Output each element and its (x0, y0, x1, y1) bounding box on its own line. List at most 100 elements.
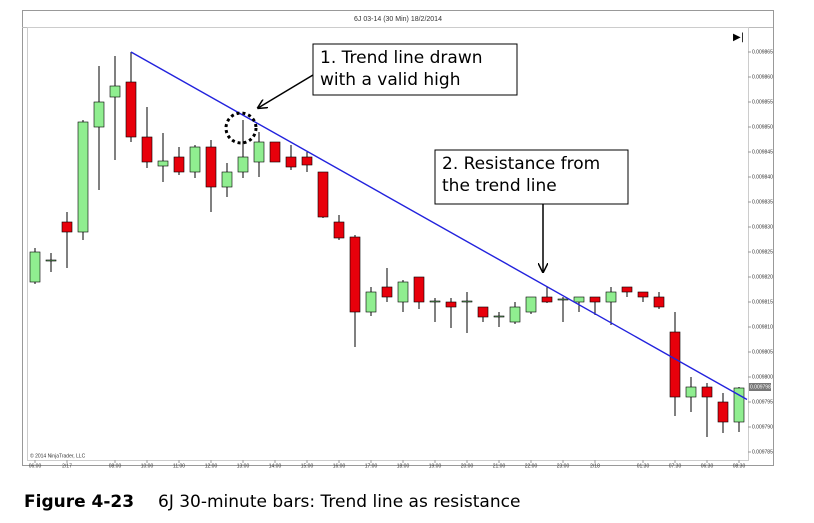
candle-body (205, 146, 217, 188)
x-tick-label: 20:00 (461, 463, 474, 469)
y-tick-label: 0.009785 (752, 449, 773, 455)
candle-body (477, 306, 489, 318)
candle-body (589, 296, 601, 303)
chart-title: 6J 03-14 (30 Min) 18/2/2014 (354, 16, 442, 23)
x-tick-label: 17:00 (365, 463, 378, 469)
candle-body (557, 298, 569, 301)
candle-body (365, 291, 377, 313)
annotation-text: 1. Trend line drawn (320, 48, 483, 68)
candle-body (253, 141, 265, 163)
candle-body (717, 401, 729, 423)
candle-body (381, 286, 393, 298)
candle-body (605, 291, 617, 303)
y-tick-label: 0.009810 (752, 324, 773, 330)
x-tick-label: 11:00 (173, 463, 185, 469)
candle-body (397, 281, 409, 303)
caption-label: Figure 4-23 (24, 492, 134, 512)
candle-body (109, 85, 121, 98)
candle-body (125, 81, 137, 138)
candle-body (61, 221, 73, 233)
candle-body (333, 221, 345, 239)
y-tick-label: 0.009850 (752, 124, 773, 130)
y-tick-label: 0.009830 (752, 224, 773, 230)
candle-body (29, 251, 41, 283)
y-tick-label: 0.009860 (752, 74, 773, 80)
candle-body (77, 121, 89, 233)
trend-line (130, 51, 748, 401)
candle-body (141, 136, 153, 163)
candle-body (733, 387, 745, 423)
x-tick-label: 15:00 (301, 463, 314, 469)
candle-body (509, 306, 521, 323)
candle-body (637, 291, 649, 298)
y-tick-label: 0.009805 (752, 349, 773, 355)
candle-body (269, 141, 281, 163)
plot-frame (27, 27, 749, 461)
x-tick-label: 08:30 (733, 463, 746, 469)
candle-body (445, 301, 457, 308)
x-tick-label: 06:30 (701, 463, 714, 469)
candle-body (237, 156, 249, 173)
candle-body (317, 171, 329, 218)
annotation-box (434, 149, 629, 205)
annotation-arrow (258, 74, 314, 108)
caption-text: 6J 30-minute bars: Trend line as resista… (158, 492, 520, 512)
x-tick-label: 08:00 (109, 463, 122, 469)
last-price-label: 0.009798 (750, 384, 771, 390)
x-tick-label: 12:00 (205, 463, 218, 469)
candle-body (429, 300, 441, 303)
candle-body (349, 236, 361, 313)
y-tick-label: 0.009840 (752, 174, 773, 180)
x-tick-label: 14:00 (269, 463, 282, 469)
candle-body (669, 331, 681, 398)
x-tick-label: 22:00 (525, 463, 538, 469)
candle-body (301, 156, 313, 166)
candle-body (45, 259, 57, 262)
scroll-end-icon[interactable]: ▶| (733, 32, 744, 43)
y-tick-label: 0.009835 (752, 199, 773, 205)
candle-body (413, 276, 425, 303)
y-tick-label: 0.009845 (752, 149, 773, 155)
copyright: © 2014 NinjaTrader, LLC (30, 452, 86, 459)
candle-body (653, 296, 665, 308)
candle-body (93, 101, 105, 128)
candle-body (573, 296, 585, 303)
annotation-text: 2. Resistance from (442, 154, 600, 174)
x-tick-label: 01:30 (637, 463, 650, 469)
x-tick-label: 2/18 (590, 463, 600, 469)
y-tick-label: 0.009800 (752, 374, 773, 380)
x-tick-label: 13:00 (237, 463, 250, 469)
candle-body (285, 156, 297, 168)
candle-body (173, 156, 185, 173)
highlight-circle (224, 111, 258, 145)
candle-body (701, 386, 713, 398)
x-tick-label: 16:00 (333, 463, 346, 469)
x-tick-label: 2/17 (62, 463, 72, 469)
x-tick-label: 19:00 (429, 463, 442, 469)
y-tick-label: 0.009795 (752, 399, 773, 405)
x-tick-label: 21:00 (493, 463, 506, 469)
x-tick-label: 07:30 (669, 463, 682, 469)
y-tick-label: 0.009815 (752, 299, 773, 305)
candle-body (221, 171, 233, 188)
x-tick-label: 10:00 (141, 463, 154, 469)
y-tick-label: 0.009855 (752, 99, 773, 105)
candle-body (685, 386, 697, 398)
y-tick-label: 0.009790 (752, 424, 773, 430)
candle-body (493, 315, 505, 318)
annotation-box (312, 43, 518, 96)
annotation-text: the trend line (442, 176, 557, 196)
y-tick-label: 0.009865 (752, 49, 773, 55)
x-tick-label: 23:00 (557, 463, 570, 469)
candle-body (157, 160, 169, 167)
last-price-box (749, 383, 771, 391)
y-tick-label: 0.009825 (752, 249, 773, 255)
x-tick-label: 18:00 (397, 463, 410, 469)
annotation-text: with a valid high (320, 70, 460, 90)
candle-body (525, 296, 537, 313)
y-tick-label: 0.009820 (752, 274, 773, 280)
candle-body (461, 300, 473, 303)
candle-body (189, 146, 201, 173)
